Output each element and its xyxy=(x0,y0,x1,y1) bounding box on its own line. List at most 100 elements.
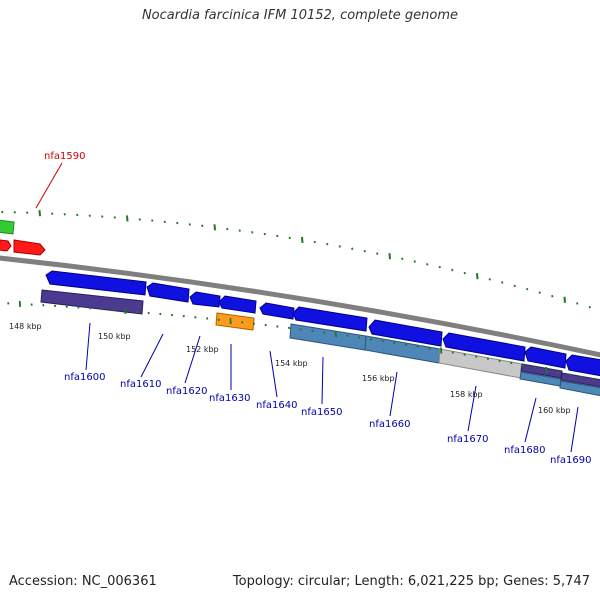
scale-label: 152 kbp xyxy=(186,345,219,354)
scale-mark xyxy=(521,364,525,367)
topology-label: Topology: circular; Length: 6,021,225 bp… xyxy=(232,574,590,589)
scale-track xyxy=(7,300,595,381)
scale-mark xyxy=(393,341,396,345)
gene-feature-nfa1660 xyxy=(368,319,443,347)
scale-mark xyxy=(89,307,92,310)
gc-skew-mark xyxy=(426,263,429,266)
scale-mark xyxy=(194,316,197,319)
scale-mark xyxy=(533,366,536,369)
gc-skew-mark xyxy=(476,273,479,280)
scale-mark xyxy=(206,317,209,320)
scale-label: 160 kbp xyxy=(538,406,571,415)
gc-skew-mark xyxy=(251,231,254,234)
gene-feature-green xyxy=(0,219,15,235)
scale-mark xyxy=(404,343,408,346)
gc-skew-mark xyxy=(26,211,29,214)
gene-leader-line xyxy=(467,385,477,432)
scale-mark xyxy=(510,361,513,365)
gene-leader-line xyxy=(35,162,63,209)
gene-leader-line xyxy=(524,397,537,443)
scale-mark xyxy=(428,347,431,350)
gc-skew-mark xyxy=(88,214,91,217)
scale-mark xyxy=(369,338,373,341)
reverse-strand-track xyxy=(0,219,46,256)
gene-leader-line xyxy=(269,350,278,398)
scale-mark xyxy=(124,307,127,315)
genome-backbone xyxy=(0,255,600,358)
gene-label: nfa1590 xyxy=(44,151,85,162)
scale-mark xyxy=(323,331,326,334)
scale-mark xyxy=(416,345,419,348)
scale-mark xyxy=(53,304,57,308)
gc-skew-mark xyxy=(238,229,241,232)
scale-mark xyxy=(7,302,10,305)
gc-skew-mark xyxy=(438,265,441,269)
cog-feature-purple xyxy=(40,289,144,315)
scale-mark xyxy=(463,353,466,356)
gc-skew-mark xyxy=(351,247,354,250)
gc-skew-mark xyxy=(551,294,554,298)
gene-feature-nfa1640 xyxy=(259,302,295,320)
scale-mark xyxy=(334,331,337,338)
gc-skew-mark xyxy=(51,212,54,215)
gc-skew-mark xyxy=(463,271,466,275)
gc-skew-mark xyxy=(176,221,179,225)
scale-mark xyxy=(557,371,560,374)
cog-feature-purple-3 xyxy=(560,372,600,388)
gene-feature-red-left xyxy=(0,239,12,252)
scale-mark xyxy=(568,373,571,376)
accession-label: Accession: NC_006361 xyxy=(9,574,157,589)
gc-skew-mark xyxy=(488,278,491,281)
gc-skew-mark xyxy=(376,252,379,255)
scale-mark xyxy=(346,334,349,338)
cog-feature-orange xyxy=(215,312,255,331)
gene-leader-line xyxy=(389,371,398,417)
gene-label: nfa1650 xyxy=(301,407,342,418)
scale-mark xyxy=(135,310,139,314)
scale-mark xyxy=(77,306,80,309)
gc-skew-mark xyxy=(213,224,216,231)
gc-skew-mark xyxy=(38,210,41,217)
gc-skew-mark xyxy=(101,215,104,218)
gc-skew-mark xyxy=(563,296,566,303)
gene-feature-nfa1670 xyxy=(442,332,526,362)
gc-skew-mark xyxy=(401,257,404,261)
gc-skew-mark xyxy=(301,236,304,244)
scale-mark xyxy=(381,339,384,343)
gc-skew-mark xyxy=(1,210,4,214)
gc-skew-mark xyxy=(226,227,229,231)
scale-mark xyxy=(252,322,256,325)
gene-leader-line xyxy=(140,333,164,378)
scale-mark xyxy=(440,347,443,354)
scale-mark xyxy=(112,308,115,312)
gene-label: nfa1690 xyxy=(550,455,591,466)
scale-mark xyxy=(451,351,454,354)
gc-skew-mark xyxy=(326,242,329,246)
gc-skew-mark xyxy=(201,224,204,228)
gene-feature-nfa1630 xyxy=(218,295,257,314)
gc-skew-mark xyxy=(413,260,416,263)
gene-feature-nfa1590 xyxy=(13,239,46,256)
scale-mark xyxy=(170,313,174,317)
scale-mark xyxy=(580,375,583,379)
scale-label: 150 kbp xyxy=(98,332,131,341)
gc-skew-mark xyxy=(263,232,266,236)
gc-skew-mark xyxy=(138,218,141,221)
scale-mark xyxy=(475,355,478,358)
gene-label: nfa1640 xyxy=(256,400,297,411)
gc-skew-mark xyxy=(313,240,316,244)
gc-skew-mark xyxy=(363,249,366,253)
gene-feature-nfa1620 xyxy=(189,291,221,308)
scale-mark xyxy=(358,336,361,339)
gc-skew-mark xyxy=(588,305,591,309)
scale-label: 156 kbp xyxy=(362,374,395,383)
gene-leader-line xyxy=(184,335,201,384)
gc-skew-mark xyxy=(513,284,516,288)
gc-skew-mark xyxy=(63,213,66,216)
gene-feature-nfa1610 xyxy=(146,282,190,303)
scale-mark xyxy=(545,366,548,373)
gene-leader-line xyxy=(321,356,324,405)
gc-skew-mark xyxy=(338,245,341,248)
scale-mark xyxy=(311,329,314,333)
